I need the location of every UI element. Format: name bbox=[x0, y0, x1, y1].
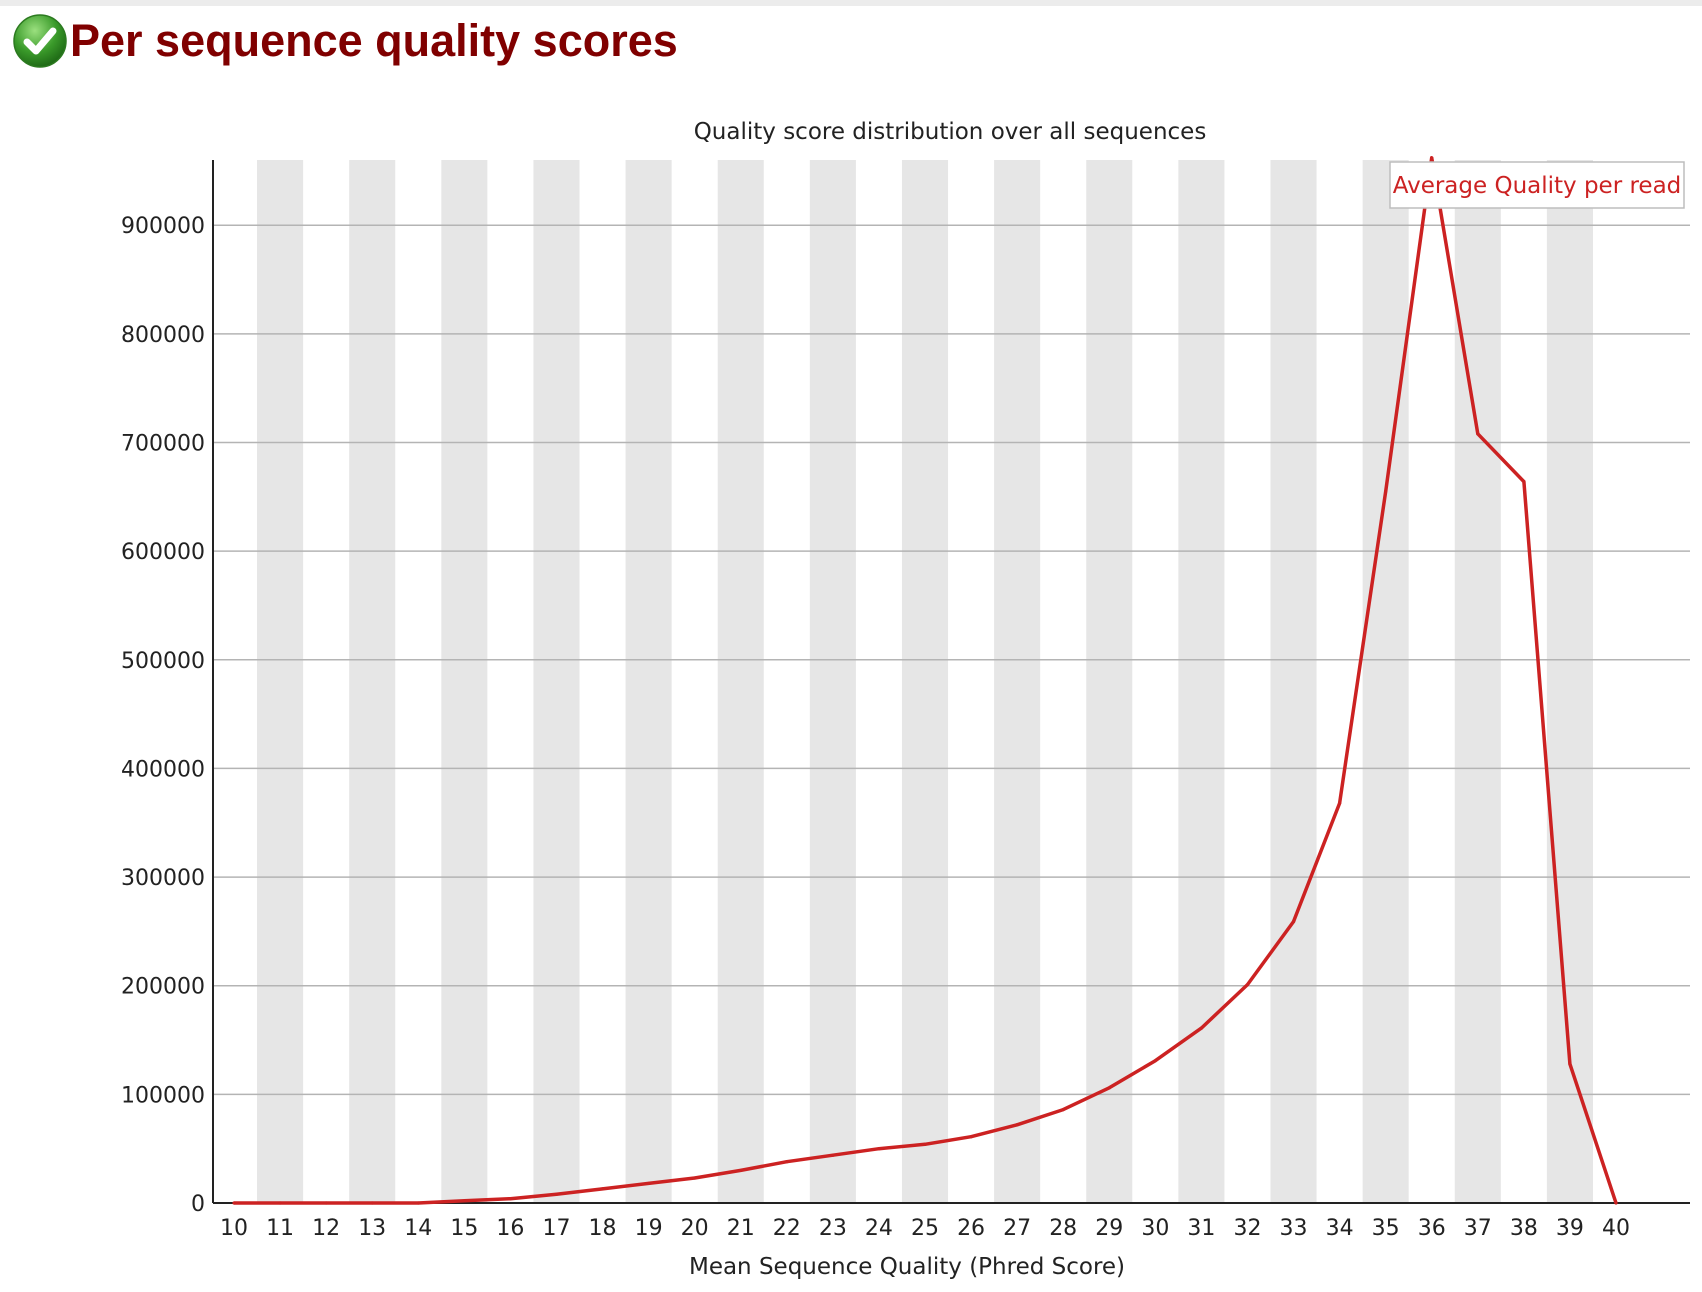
x-band bbox=[994, 160, 1041, 1203]
data-point bbox=[1476, 432, 1480, 436]
page-title: Per sequence quality scores bbox=[70, 15, 678, 66]
data-point bbox=[1568, 1062, 1572, 1066]
legend-label: Average Quality per read bbox=[1393, 173, 1682, 199]
x-tick-label: 18 bbox=[589, 1216, 617, 1241]
x-tick-label: 23 bbox=[819, 1216, 847, 1241]
check-circle-icon bbox=[13, 14, 67, 68]
data-point bbox=[1015, 1123, 1019, 1127]
data-point bbox=[1384, 489, 1388, 493]
x-tick-label: 22 bbox=[773, 1216, 801, 1241]
data-point bbox=[1245, 983, 1250, 987]
data-point bbox=[278, 1201, 282, 1205]
top-strip bbox=[0, 0, 1702, 6]
data-point bbox=[416, 1201, 420, 1205]
x-tick-label: 13 bbox=[358, 1216, 386, 1241]
x-tick-label: 34 bbox=[1326, 1216, 1354, 1241]
x-tick-label: 25 bbox=[911, 1216, 939, 1241]
x-tick-label: 19 bbox=[635, 1216, 663, 1241]
x-tick-label: 35 bbox=[1372, 1216, 1400, 1241]
data-point bbox=[1338, 801, 1342, 805]
x-tick-label: 29 bbox=[1095, 1216, 1123, 1241]
x-tick-label: 40 bbox=[1602, 1216, 1630, 1241]
x-tick-label: 30 bbox=[1141, 1216, 1169, 1241]
chart-title: Quality score distribution over all sequ… bbox=[694, 119, 1207, 145]
x-tick-label: 37 bbox=[1464, 1216, 1492, 1241]
data-point bbox=[831, 1153, 835, 1157]
x-band bbox=[349, 160, 396, 1203]
y-tick-label: 900000 bbox=[121, 214, 205, 239]
data-point bbox=[923, 1142, 927, 1146]
data-point bbox=[1614, 1201, 1618, 1205]
x-tick-label: 17 bbox=[542, 1216, 570, 1241]
data-point bbox=[600, 1187, 605, 1191]
x-tick-label: 32 bbox=[1233, 1216, 1261, 1241]
data-point bbox=[1522, 479, 1526, 484]
x-band bbox=[625, 160, 672, 1203]
data-point bbox=[785, 1160, 789, 1164]
data-point bbox=[1430, 156, 1434, 160]
x-tick-label: 27 bbox=[1003, 1216, 1031, 1241]
y-tick-label: 400000 bbox=[121, 757, 205, 782]
data-point bbox=[232, 1201, 236, 1205]
x-tick-label: 31 bbox=[1187, 1216, 1215, 1241]
data-point bbox=[693, 1176, 697, 1180]
y-tick-label: 100000 bbox=[121, 1083, 205, 1108]
y-tick-label: 0 bbox=[191, 1192, 205, 1217]
x-tick-label: 20 bbox=[681, 1216, 709, 1241]
x-band bbox=[717, 160, 764, 1203]
x-tick-label: 12 bbox=[312, 1216, 340, 1241]
y-tick-label: 700000 bbox=[121, 431, 205, 456]
x-band bbox=[1454, 160, 1501, 1203]
data-point bbox=[370, 1201, 374, 1205]
y-tick-label: 200000 bbox=[121, 975, 205, 1000]
x-tick-label: 39 bbox=[1556, 1216, 1584, 1241]
x-axis-label: Mean Sequence Quality (Phred Score) bbox=[689, 1254, 1125, 1280]
x-tick-label: 33 bbox=[1280, 1216, 1308, 1241]
data-point bbox=[508, 1197, 512, 1201]
x-tick-label: 16 bbox=[496, 1216, 524, 1241]
data-point bbox=[1291, 920, 1296, 924]
data-point bbox=[877, 1147, 881, 1151]
x-band bbox=[1178, 160, 1225, 1203]
x-band bbox=[1086, 160, 1133, 1203]
x-tick-label: 10 bbox=[220, 1216, 248, 1241]
x-tick-label: 28 bbox=[1049, 1216, 1077, 1241]
x-tick-label: 14 bbox=[404, 1216, 432, 1241]
data-point bbox=[969, 1135, 973, 1139]
x-band bbox=[533, 160, 580, 1203]
data-point bbox=[554, 1192, 559, 1196]
x-tick-label: 11 bbox=[266, 1216, 294, 1241]
y-tick-label: 500000 bbox=[121, 649, 205, 674]
x-band bbox=[901, 160, 949, 1203]
section-header: Per sequence quality scores bbox=[12, 6, 678, 76]
x-tick-label: 21 bbox=[727, 1216, 755, 1241]
y-tick-label: 800000 bbox=[121, 323, 205, 348]
data-point bbox=[462, 1199, 466, 1203]
x-band bbox=[441, 160, 488, 1203]
x-tick-label: 26 bbox=[957, 1216, 985, 1241]
x-band bbox=[809, 160, 856, 1203]
data-point bbox=[1199, 1026, 1203, 1030]
data-point bbox=[647, 1181, 651, 1186]
y-tick-label: 300000 bbox=[121, 866, 205, 891]
x-band bbox=[257, 160, 304, 1203]
data-point bbox=[739, 1168, 743, 1173]
data-point bbox=[324, 1201, 328, 1205]
x-tick-label: 15 bbox=[450, 1216, 478, 1241]
x-tick-label: 24 bbox=[865, 1216, 893, 1241]
legend-box bbox=[1389, 161, 1685, 209]
x-tick-label: 38 bbox=[1510, 1216, 1538, 1241]
x-band bbox=[1362, 160, 1409, 1203]
data-point bbox=[1061, 1107, 1065, 1112]
x-band bbox=[1270, 160, 1317, 1203]
y-tick-label: 600000 bbox=[121, 540, 205, 565]
x-tick-label: 36 bbox=[1418, 1216, 1446, 1241]
data-point bbox=[1107, 1086, 1111, 1090]
data-point bbox=[1153, 1059, 1157, 1063]
